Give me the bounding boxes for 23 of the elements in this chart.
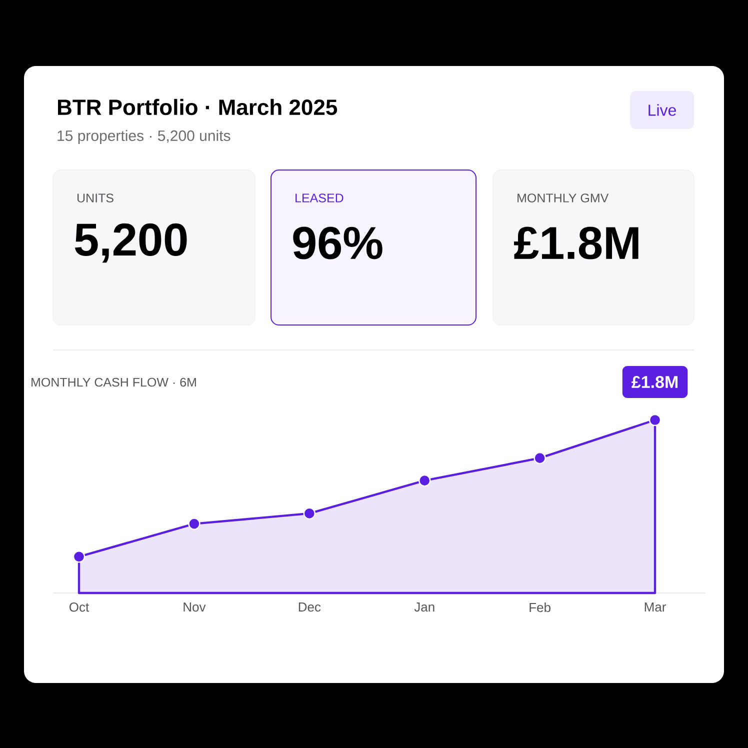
text: 15 properties · 5,200 units (58, 130, 230, 144)
chart-title: MONTHLY CASH FLOW · 6M (32, 378, 196, 387)
x-tick-label: Jan (414, 602, 434, 612)
point (72, 550, 86, 563)
point (534, 452, 546, 464)
text: UNITS (77, 194, 114, 202)
x-tick-label: Nov (184, 602, 206, 612)
x-tick-label: Oct (70, 602, 90, 612)
x-tick-label: Feb (530, 602, 550, 612)
text: MONTHLY GMV (518, 194, 609, 202)
text: BTR Portfolio · March 2025 (58, 98, 338, 116)
text: £1.8M (514, 226, 638, 260)
x-tick-label: Dec (298, 602, 321, 612)
text: LEASED (296, 194, 344, 202)
text: 96% (293, 226, 382, 260)
annotation: £1.8M (632, 376, 678, 388)
text: 5,200 (74, 223, 187, 263)
point (188, 518, 200, 530)
point (648, 414, 662, 426)
point (418, 474, 431, 487)
text: Live (648, 104, 676, 116)
x-tick-label: Mar (644, 602, 666, 612)
point (303, 507, 316, 520)
